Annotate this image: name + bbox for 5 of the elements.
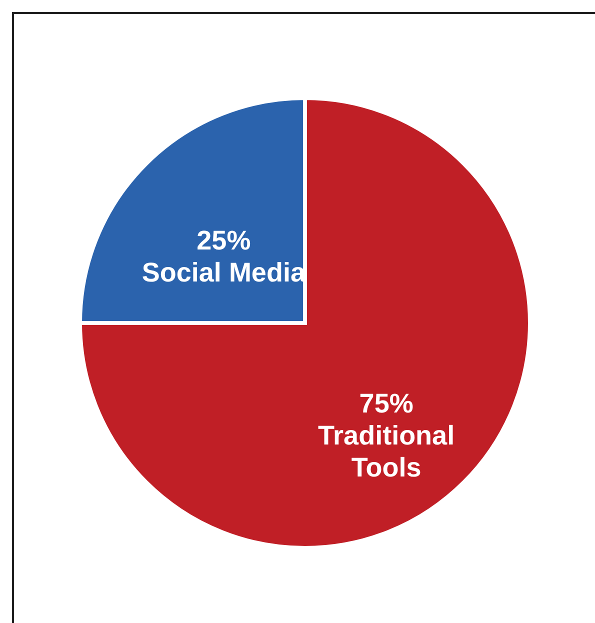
slice-label: Traditional Tools — [318, 420, 455, 482]
slice-label: Social Media — [142, 258, 306, 288]
data-label: 75% — [359, 388, 414, 418]
pie-slice — [80, 98, 530, 548]
data-label: 25% — [196, 226, 251, 256]
